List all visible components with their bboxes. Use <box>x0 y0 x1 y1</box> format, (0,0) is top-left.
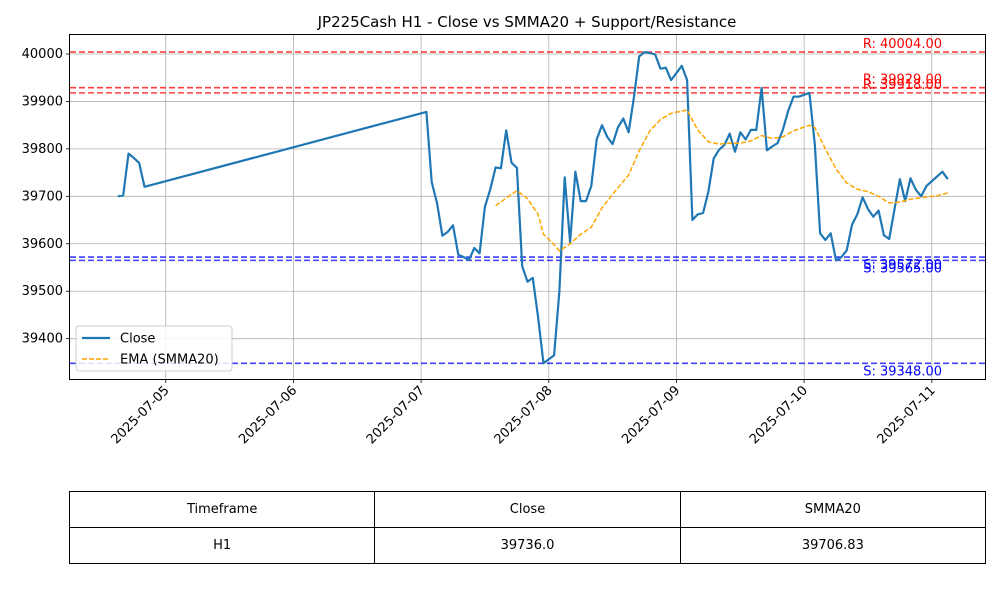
cell-smma20: 39706.83 <box>679 527 987 564</box>
cell-close: 39736.0 <box>374 527 681 564</box>
support-level-label: S: 39572.00 <box>863 258 942 273</box>
x-tick-label: 2025-07-07 <box>364 383 428 447</box>
y-tick-label: 39600 <box>22 237 63 252</box>
y-tick-label: 39800 <box>22 142 63 157</box>
series-line-close <box>117 51 949 365</box>
legend: Close EMA (SMMA20) <box>75 325 233 372</box>
header-timeframe: Timeframe <box>68 491 376 528</box>
legend-label: EMA (SMMA20) <box>120 353 219 368</box>
legend-label: Close <box>120 332 155 347</box>
resistance-level-label: R: 39918.00 <box>863 78 942 93</box>
header-close: Close <box>374 491 681 528</box>
plot-frame <box>69 34 986 380</box>
summary-data-row: H1 39736.0 39706.83 <box>68 527 987 564</box>
series-line-smma20 <box>495 109 948 252</box>
y-tick-label: 39500 <box>22 284 63 299</box>
chart-title: JP225Cash H1 - Close vs SMMA20 + Support… <box>317 13 737 31</box>
x-tick-label: 2025-07-10 <box>747 383 811 447</box>
support-level-label: S: 39565.00 <box>863 261 942 276</box>
support-level-label: S: 39348.00 <box>863 364 942 379</box>
legend-box <box>75 325 233 372</box>
resistance-level-label: R: 39929.00 <box>863 73 942 88</box>
cell-timeframe: H1 <box>68 527 376 564</box>
resistance-level-label: R: 40004.00 <box>863 37 942 52</box>
x-tick-label: 2025-07-08 <box>492 383 556 447</box>
x-tick-label: 2025-07-06 <box>236 383 300 447</box>
support-resistance-levels: R: 40004.00 R: 39929.00R: 39918.00 S: 3957… <box>70 37 985 379</box>
summary-header-row: Timeframe Close SMMA20 <box>68 491 987 528</box>
y-tick-label: 39700 <box>22 189 63 204</box>
x-tick-label: 2025-07-05 <box>109 383 173 447</box>
y-tick-label: 40000 <box>22 47 63 62</box>
y-tick-label: 39400 <box>22 332 63 347</box>
data-series <box>117 51 949 365</box>
x-tick-label: 2025-07-11 <box>875 383 939 447</box>
y-axis: 39400 39500 39600 39700 39800 39900 40000 <box>22 47 70 347</box>
header-smma20: SMMA20 <box>679 491 987 528</box>
summary-table: Timeframe Close SMMA20 H1 39736.0 39706.… <box>68 491 987 564</box>
x-axis: 2025-07-05 2025-07-06 2025-07-07 2025-07-08… <box>109 379 939 447</box>
x-tick-label: 2025-07-09 <box>619 383 683 447</box>
y-tick-label: 39900 <box>22 94 63 109</box>
